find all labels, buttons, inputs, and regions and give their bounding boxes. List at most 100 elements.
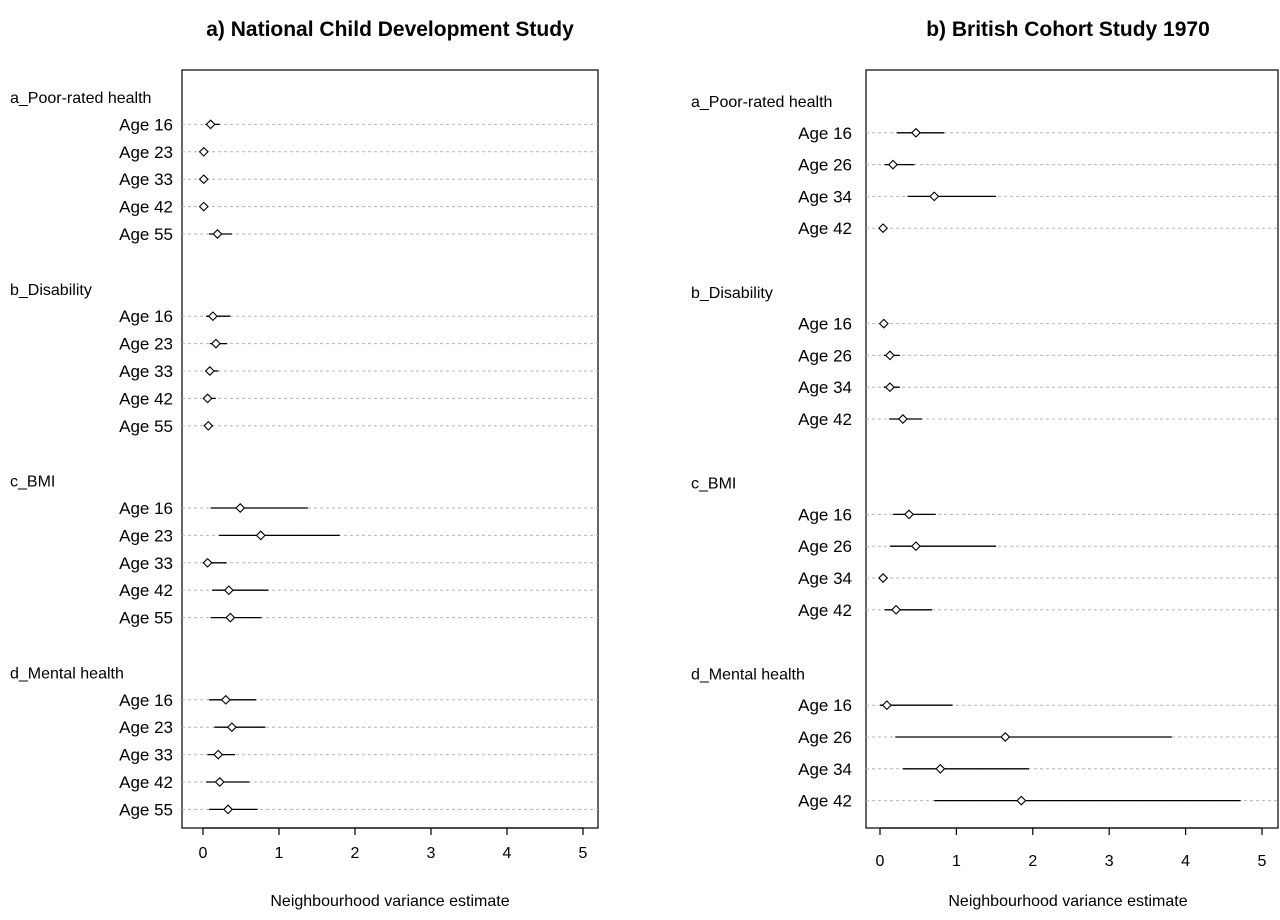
row-label: Age 34 — [798, 569, 852, 588]
point-estimate-marker — [202, 393, 213, 404]
x-tick-label: 1 — [952, 853, 961, 870]
row-label: Age 26 — [798, 537, 852, 556]
row-label: Age 33 — [119, 746, 173, 765]
point-estimate-marker — [1016, 795, 1027, 806]
x-axis-label: Neighbourhood variance estimate — [948, 893, 1187, 910]
point-estimate-marker — [226, 722, 237, 733]
row-label: Age 42 — [798, 792, 852, 811]
point-estimate-marker — [220, 694, 231, 705]
row-label: Age 55 — [119, 417, 173, 436]
point-estimate-marker — [204, 366, 215, 376]
point-estimate-marker — [198, 201, 209, 212]
row-label: Age 55 — [119, 609, 173, 628]
x-tick-label: 2 — [351, 845, 360, 862]
point-estimate-marker — [910, 127, 921, 138]
point-estimate-marker — [884, 350, 895, 361]
x-tick-label: 2 — [1028, 853, 1037, 870]
row-label: Age 26 — [798, 728, 852, 747]
plot-frame — [865, 69, 1279, 829]
point-estimate-marker — [935, 763, 946, 774]
point-estimate-marker — [235, 503, 246, 513]
x-tick-label: 3 — [427, 845, 436, 862]
point-estimate-marker — [207, 311, 218, 322]
row-label: Age 42 — [119, 581, 173, 600]
row-label: Age 23 — [119, 143, 173, 162]
point-estimate-marker — [888, 159, 898, 170]
x-tick-label: 0 — [199, 845, 208, 862]
point-estimate-marker — [881, 700, 892, 711]
row-label: Age 23 — [119, 335, 173, 354]
x-tick-label: 5 — [579, 845, 588, 862]
row-label: Age 34 — [798, 378, 852, 397]
point-estimate-marker — [897, 414, 908, 424]
row-label: Age 26 — [798, 346, 852, 365]
group-label: a_Poor-rated health — [10, 90, 151, 107]
panel-bcs70: b) British Cohort Study 1970 Neighbourho… — [691, 18, 1279, 910]
point-estimate-marker — [878, 223, 889, 234]
row-label: Age 34 — [798, 187, 852, 206]
row-label: Age 55 — [119, 800, 173, 819]
row-label: Age 16 — [798, 124, 852, 143]
point-estimate-marker — [884, 382, 895, 393]
group-label: c_BMI — [691, 476, 736, 493]
point-estimate-marker — [203, 420, 214, 431]
row-label: Age 42 — [119, 773, 173, 792]
row-label: Age 42 — [798, 601, 852, 620]
row-label: Age 42 — [798, 219, 852, 238]
row-label: Age 16 — [798, 505, 852, 524]
point-estimate-marker — [904, 509, 915, 520]
group-label: b_Disability — [10, 282, 92, 299]
row-label: Age 16 — [119, 691, 173, 710]
row-label: Age 23 — [119, 526, 173, 545]
row-label: Age 16 — [119, 115, 173, 134]
point-estimate-marker — [198, 174, 209, 185]
row-label: Age 33 — [119, 362, 173, 381]
row-label: Age 55 — [119, 225, 173, 244]
panel-title: b) British Cohort Study 1970 — [926, 18, 1210, 41]
row-label: Age 33 — [119, 170, 173, 189]
point-estimate-marker — [212, 229, 223, 239]
row-label: Age 26 — [798, 156, 852, 175]
point-estimate-marker — [214, 777, 225, 787]
point-estimate-marker — [1000, 732, 1011, 742]
point-estimate-marker — [223, 585, 234, 596]
row-label: Age 16 — [798, 315, 852, 334]
x-axis-label: Neighbourhood variance estimate — [270, 893, 509, 910]
x-tick-label: 4 — [1181, 853, 1190, 870]
group-label: d_Mental health — [10, 665, 124, 682]
panel-ncds: a) National Child Development Study Neig… — [10, 18, 599, 910]
point-estimate-marker — [213, 749, 224, 760]
point-estimate-marker — [929, 191, 940, 202]
row-label: Age 16 — [119, 499, 173, 518]
group-label: c_BMI — [10, 474, 55, 491]
plot-frame — [181, 69, 599, 829]
x-tick-label: 5 — [1258, 853, 1267, 870]
row-label: Age 42 — [119, 389, 173, 408]
point-estimate-marker — [878, 573, 889, 583]
row-label: Age 23 — [119, 718, 173, 737]
point-estimate-marker — [198, 146, 209, 157]
point-estimate-marker — [205, 119, 216, 130]
point-estimate-marker — [202, 557, 213, 568]
point-estimate-marker — [223, 804, 234, 815]
point-estimate-marker — [891, 604, 902, 615]
row-label: Age 16 — [798, 696, 852, 715]
row-label: Age 42 — [798, 410, 852, 429]
row-label: Age 42 — [119, 198, 173, 217]
group-label: a_Poor-rated health — [691, 94, 832, 111]
point-estimate-marker — [255, 530, 266, 541]
x-tick-label: 0 — [876, 853, 885, 870]
x-tick-label: 1 — [275, 845, 284, 862]
row-label: Age 33 — [119, 554, 173, 573]
point-estimate-marker — [910, 541, 921, 552]
group-label: b_Disability — [691, 285, 773, 302]
x-tick-label: 4 — [503, 845, 512, 862]
group-label: d_Mental health — [691, 666, 805, 683]
panel-title: a) National Child Development Study — [206, 18, 574, 41]
point-estimate-marker — [210, 338, 221, 349]
row-label: Age 16 — [119, 307, 173, 326]
row-label: Age 34 — [798, 760, 852, 779]
point-estimate-marker — [878, 318, 889, 329]
point-estimate-marker — [225, 612, 236, 623]
